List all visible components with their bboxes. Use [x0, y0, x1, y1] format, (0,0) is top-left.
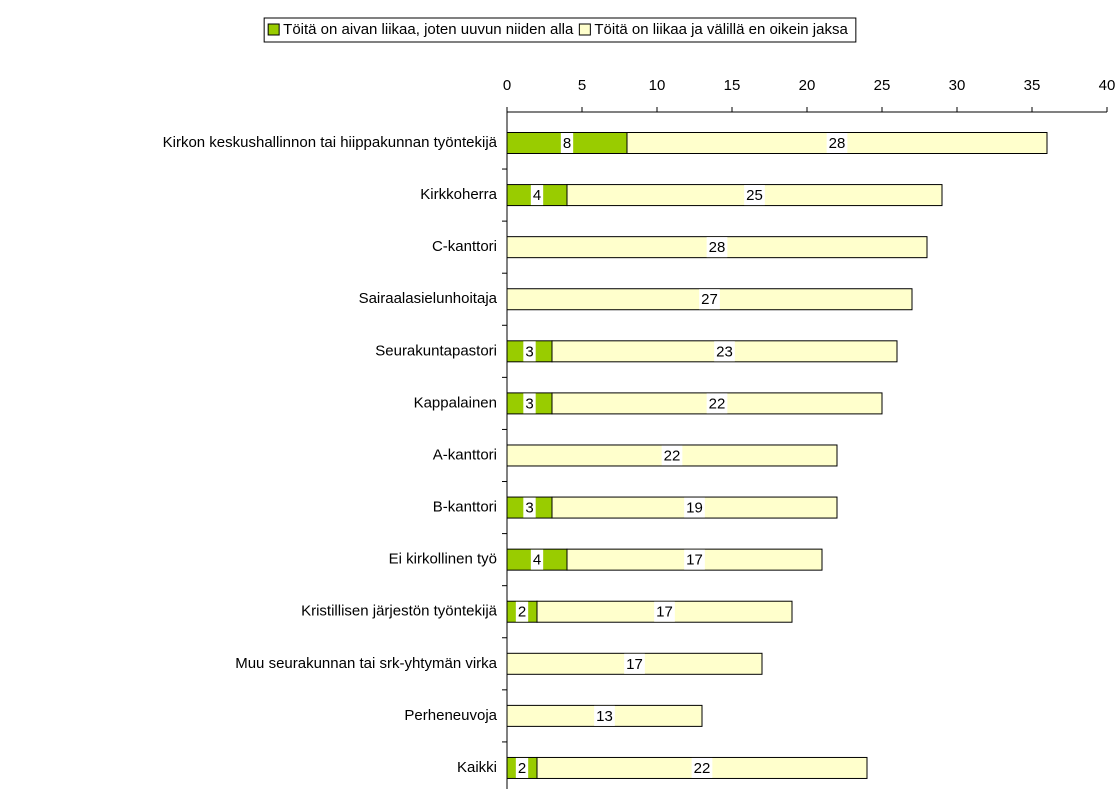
- data-label: 22: [694, 760, 711, 777]
- data-label-bg: [714, 341, 735, 362]
- legend: Töitä on aivan liikaa, joten uuvun niide…: [263, 17, 857, 43]
- legend-label: Töitä on liikaa ja välillä en oikein jak…: [594, 21, 848, 38]
- data-label: 13: [596, 708, 613, 725]
- x-tick-label: 25: [874, 77, 891, 94]
- x-tick-label: 30: [949, 77, 966, 94]
- y-tick-label: Kaikki: [457, 759, 497, 776]
- data-label-bg: [706, 393, 728, 414]
- data-label: 22: [664, 447, 681, 464]
- data-label-bg: [560, 133, 574, 153]
- legend-swatch: [578, 23, 591, 36]
- data-label: 3: [525, 395, 533, 412]
- y-tick-label: Sairaalasielunhoitaja: [359, 290, 498, 307]
- data-label-bg: [523, 393, 536, 414]
- legend-swatch: [267, 23, 280, 36]
- x-tick-label: 0: [503, 77, 511, 94]
- data-label: 27: [701, 291, 718, 308]
- data-label: 2: [518, 604, 526, 621]
- data-label-bg: [744, 185, 765, 206]
- y-tick-label: Seurakuntapastori: [375, 342, 497, 359]
- data-label: 2: [518, 760, 526, 777]
- data-label-bg: [684, 497, 705, 518]
- data-label-bg: [699, 289, 720, 310]
- data-label: 28: [829, 135, 846, 152]
- data-label: 4: [533, 552, 541, 569]
- legend-label: Töitä on aivan liikaa, joten uuvun niide…: [283, 21, 574, 38]
- data-label: 17: [686, 552, 703, 569]
- x-tick-label: 10: [649, 77, 666, 94]
- legend-box: [263, 17, 857, 43]
- data-label-bg: [523, 341, 536, 362]
- y-tick-label: Kirkon keskushallinnon tai hiippakunnan …: [163, 134, 498, 151]
- x-tick-label: 20: [799, 77, 816, 94]
- data-label: 25: [746, 187, 763, 204]
- y-tick-label: Muu seurakunnan tai srk-yhtymän virka: [235, 655, 497, 672]
- data-label: 23: [716, 343, 733, 360]
- y-tick-label: A-kanttori: [433, 446, 497, 463]
- x-tick-label: 15: [724, 77, 741, 94]
- data-label: 19: [686, 500, 703, 517]
- data-label: 17: [626, 656, 643, 673]
- data-label: 3: [525, 500, 533, 517]
- x-tick-label: 40: [1099, 77, 1116, 94]
- y-tick-label: Kristillisen järjestön työntekijä: [301, 603, 498, 620]
- y-tick-label: Kappalainen: [414, 394, 497, 411]
- data-label-bg: [691, 757, 713, 778]
- data-label-bg: [594, 705, 615, 726]
- data-label-bg: [515, 601, 529, 622]
- data-label: 17: [656, 604, 673, 621]
- data-label-bg: [523, 497, 536, 518]
- data-label: 22: [709, 395, 726, 412]
- data-label-bg: [515, 757, 529, 778]
- data-label-bg: [530, 549, 544, 570]
- data-label: 8: [563, 135, 571, 152]
- y-tick-label: B-kanttori: [433, 499, 497, 516]
- data-label-bg: [684, 549, 705, 570]
- x-tick-label: 5: [578, 77, 586, 94]
- y-tick-label: Ei kirkollinen työ: [389, 551, 497, 568]
- data-label-bg: [826, 133, 848, 153]
- data-label: 3: [525, 343, 533, 360]
- data-label-bg: [706, 237, 728, 258]
- data-label-bg: [624, 653, 645, 674]
- data-label: 28: [709, 239, 726, 256]
- data-label: 4: [533, 187, 541, 204]
- data-label-bg: [654, 601, 675, 622]
- y-tick-label: Perheneuvoja: [404, 707, 497, 724]
- x-tick-label: 35: [1024, 77, 1041, 94]
- data-label-bg: [530, 185, 544, 206]
- data-label-bg: [661, 445, 683, 466]
- y-tick-label: Kirkkoherra: [420, 186, 497, 203]
- y-tick-label: C-kanttori: [432, 238, 497, 255]
